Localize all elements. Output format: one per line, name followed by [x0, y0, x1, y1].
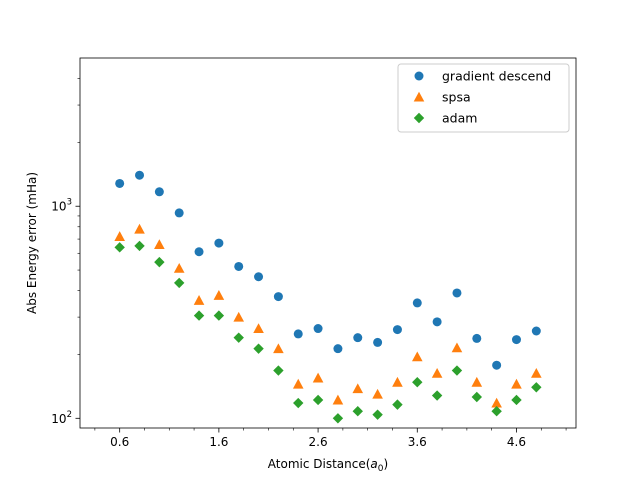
- y-tick-label: 102: [51, 410, 72, 426]
- legend-item: spsa: [413, 90, 471, 105]
- data-point: [214, 238, 224, 248]
- data-point: [412, 376, 423, 388]
- data-point: [312, 394, 324, 406]
- legend-marker: [413, 112, 425, 124]
- data-point: [452, 288, 462, 298]
- legend: gradient descend spsa adam: [397, 63, 570, 133]
- data-point: [114, 231, 125, 241]
- data-point: [134, 223, 145, 234]
- data-point: [511, 378, 522, 389]
- data-point: [431, 390, 443, 401]
- data-point: [293, 397, 304, 409]
- data-point: [392, 399, 403, 410]
- plot-marks: [114, 170, 542, 424]
- legend-box: [397, 63, 570, 133]
- data-point: [471, 391, 482, 403]
- data-point: [233, 332, 244, 343]
- data-point: [412, 298, 422, 308]
- data-point: [233, 311, 245, 322]
- legend-marker: [414, 71, 424, 81]
- x-tick-label: 3.6: [408, 435, 427, 449]
- data-point: [432, 317, 442, 327]
- data-point: [193, 310, 205, 321]
- data-point: [372, 409, 383, 420]
- data-point: [531, 367, 542, 378]
- data-point: [134, 240, 145, 252]
- data-point: [293, 329, 303, 339]
- data-point: [431, 367, 443, 378]
- legend-label: gradient descend: [442, 69, 551, 84]
- data-point: [352, 406, 363, 417]
- data-point: [313, 324, 323, 334]
- x-tick-label: 4.6: [507, 435, 526, 449]
- legend-marker: [413, 91, 425, 102]
- data-point: [372, 388, 383, 399]
- data-point: [491, 406, 502, 417]
- data-point: [472, 333, 482, 343]
- legend-item: adam: [413, 111, 477, 126]
- data-point: [491, 397, 502, 408]
- data-point: [193, 295, 205, 305]
- data-point: [492, 360, 502, 370]
- data-point: [253, 343, 264, 354]
- data-point: [332, 394, 344, 405]
- data-point: [254, 272, 264, 282]
- data-point: [273, 365, 284, 376]
- data-point: [471, 376, 483, 387]
- data-point: [174, 208, 184, 218]
- data-point: [312, 372, 324, 383]
- data-point: [531, 326, 541, 336]
- data-point: [352, 383, 364, 394]
- data-point: [511, 335, 521, 345]
- y-axis-label: Abs Energy error (mHa): [25, 172, 39, 314]
- data-point: [154, 256, 165, 268]
- data-point: [511, 394, 522, 406]
- series-gradient-descend: [115, 170, 541, 370]
- x-axis-label: Atomic Distance(a0): [268, 457, 388, 474]
- data-point: [392, 376, 403, 387]
- data-point: [411, 351, 423, 362]
- series-adam: [114, 240, 542, 424]
- data-point: [234, 261, 244, 271]
- data-point: [531, 382, 542, 393]
- data-point: [173, 262, 185, 273]
- data-point: [332, 413, 344, 424]
- data-point: [333, 344, 343, 354]
- series-spsa: [114, 223, 542, 408]
- data-point: [213, 310, 225, 321]
- data-point: [373, 337, 383, 347]
- data-point: [194, 247, 204, 257]
- y-axis: 102 103: [51, 78, 80, 426]
- data-point: [114, 242, 125, 253]
- legend-label: spsa: [442, 90, 471, 105]
- data-point: [273, 292, 283, 302]
- data-point: [451, 342, 463, 353]
- plot-frame: [79, 57, 577, 429]
- data-point: [292, 378, 304, 389]
- data-point: [353, 333, 363, 343]
- data-point: [213, 290, 225, 300]
- data-point: [154, 187, 164, 197]
- x-axis: 0.6 1.6 2.6 3.6 4.6: [94, 428, 567, 449]
- data-point: [451, 365, 463, 376]
- x-tick-label: 1.6: [209, 435, 228, 449]
- x-tick-label: 0.6: [110, 435, 129, 449]
- data-point: [135, 170, 145, 180]
- data-point: [154, 239, 165, 250]
- y-tick-label: 103: [51, 198, 72, 214]
- legend-item: gradient descend: [414, 69, 551, 84]
- x-tick-label: 2.6: [309, 435, 328, 449]
- data-point: [392, 325, 402, 335]
- data-point: [273, 343, 284, 354]
- data-point: [253, 323, 264, 334]
- data-point: [174, 277, 185, 289]
- legend-label: adam: [442, 111, 477, 126]
- data-point: [115, 178, 125, 188]
